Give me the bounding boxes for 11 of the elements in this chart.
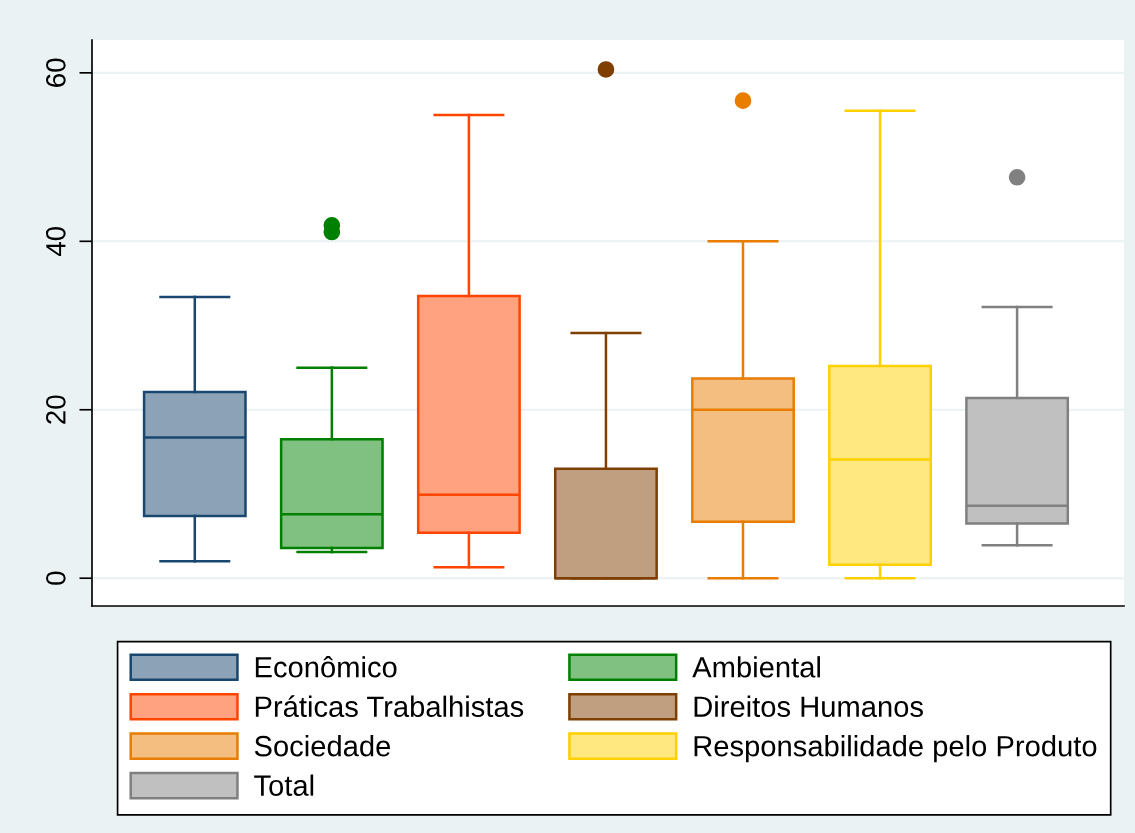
- legend-label: Ambiental: [692, 656, 820, 678]
- y-tick-label: 20: [46, 395, 66, 424]
- legend-label: Direitos Humanos: [694, 695, 923, 718]
- legend-label: Sociedade: [254, 735, 391, 757]
- legend-label: Responsabilidade pelo Produto: [694, 735, 1097, 763]
- legend-label: Econômico: [255, 656, 397, 678]
- legend-label: Práticas Trabalhistas: [255, 695, 524, 718]
- y-tick-label: 40: [46, 226, 66, 257]
- y-tick-label: 0: [46, 571, 66, 585]
- legend-label: Total: [254, 774, 314, 796]
- y-tick-label: 60: [46, 58, 66, 87]
